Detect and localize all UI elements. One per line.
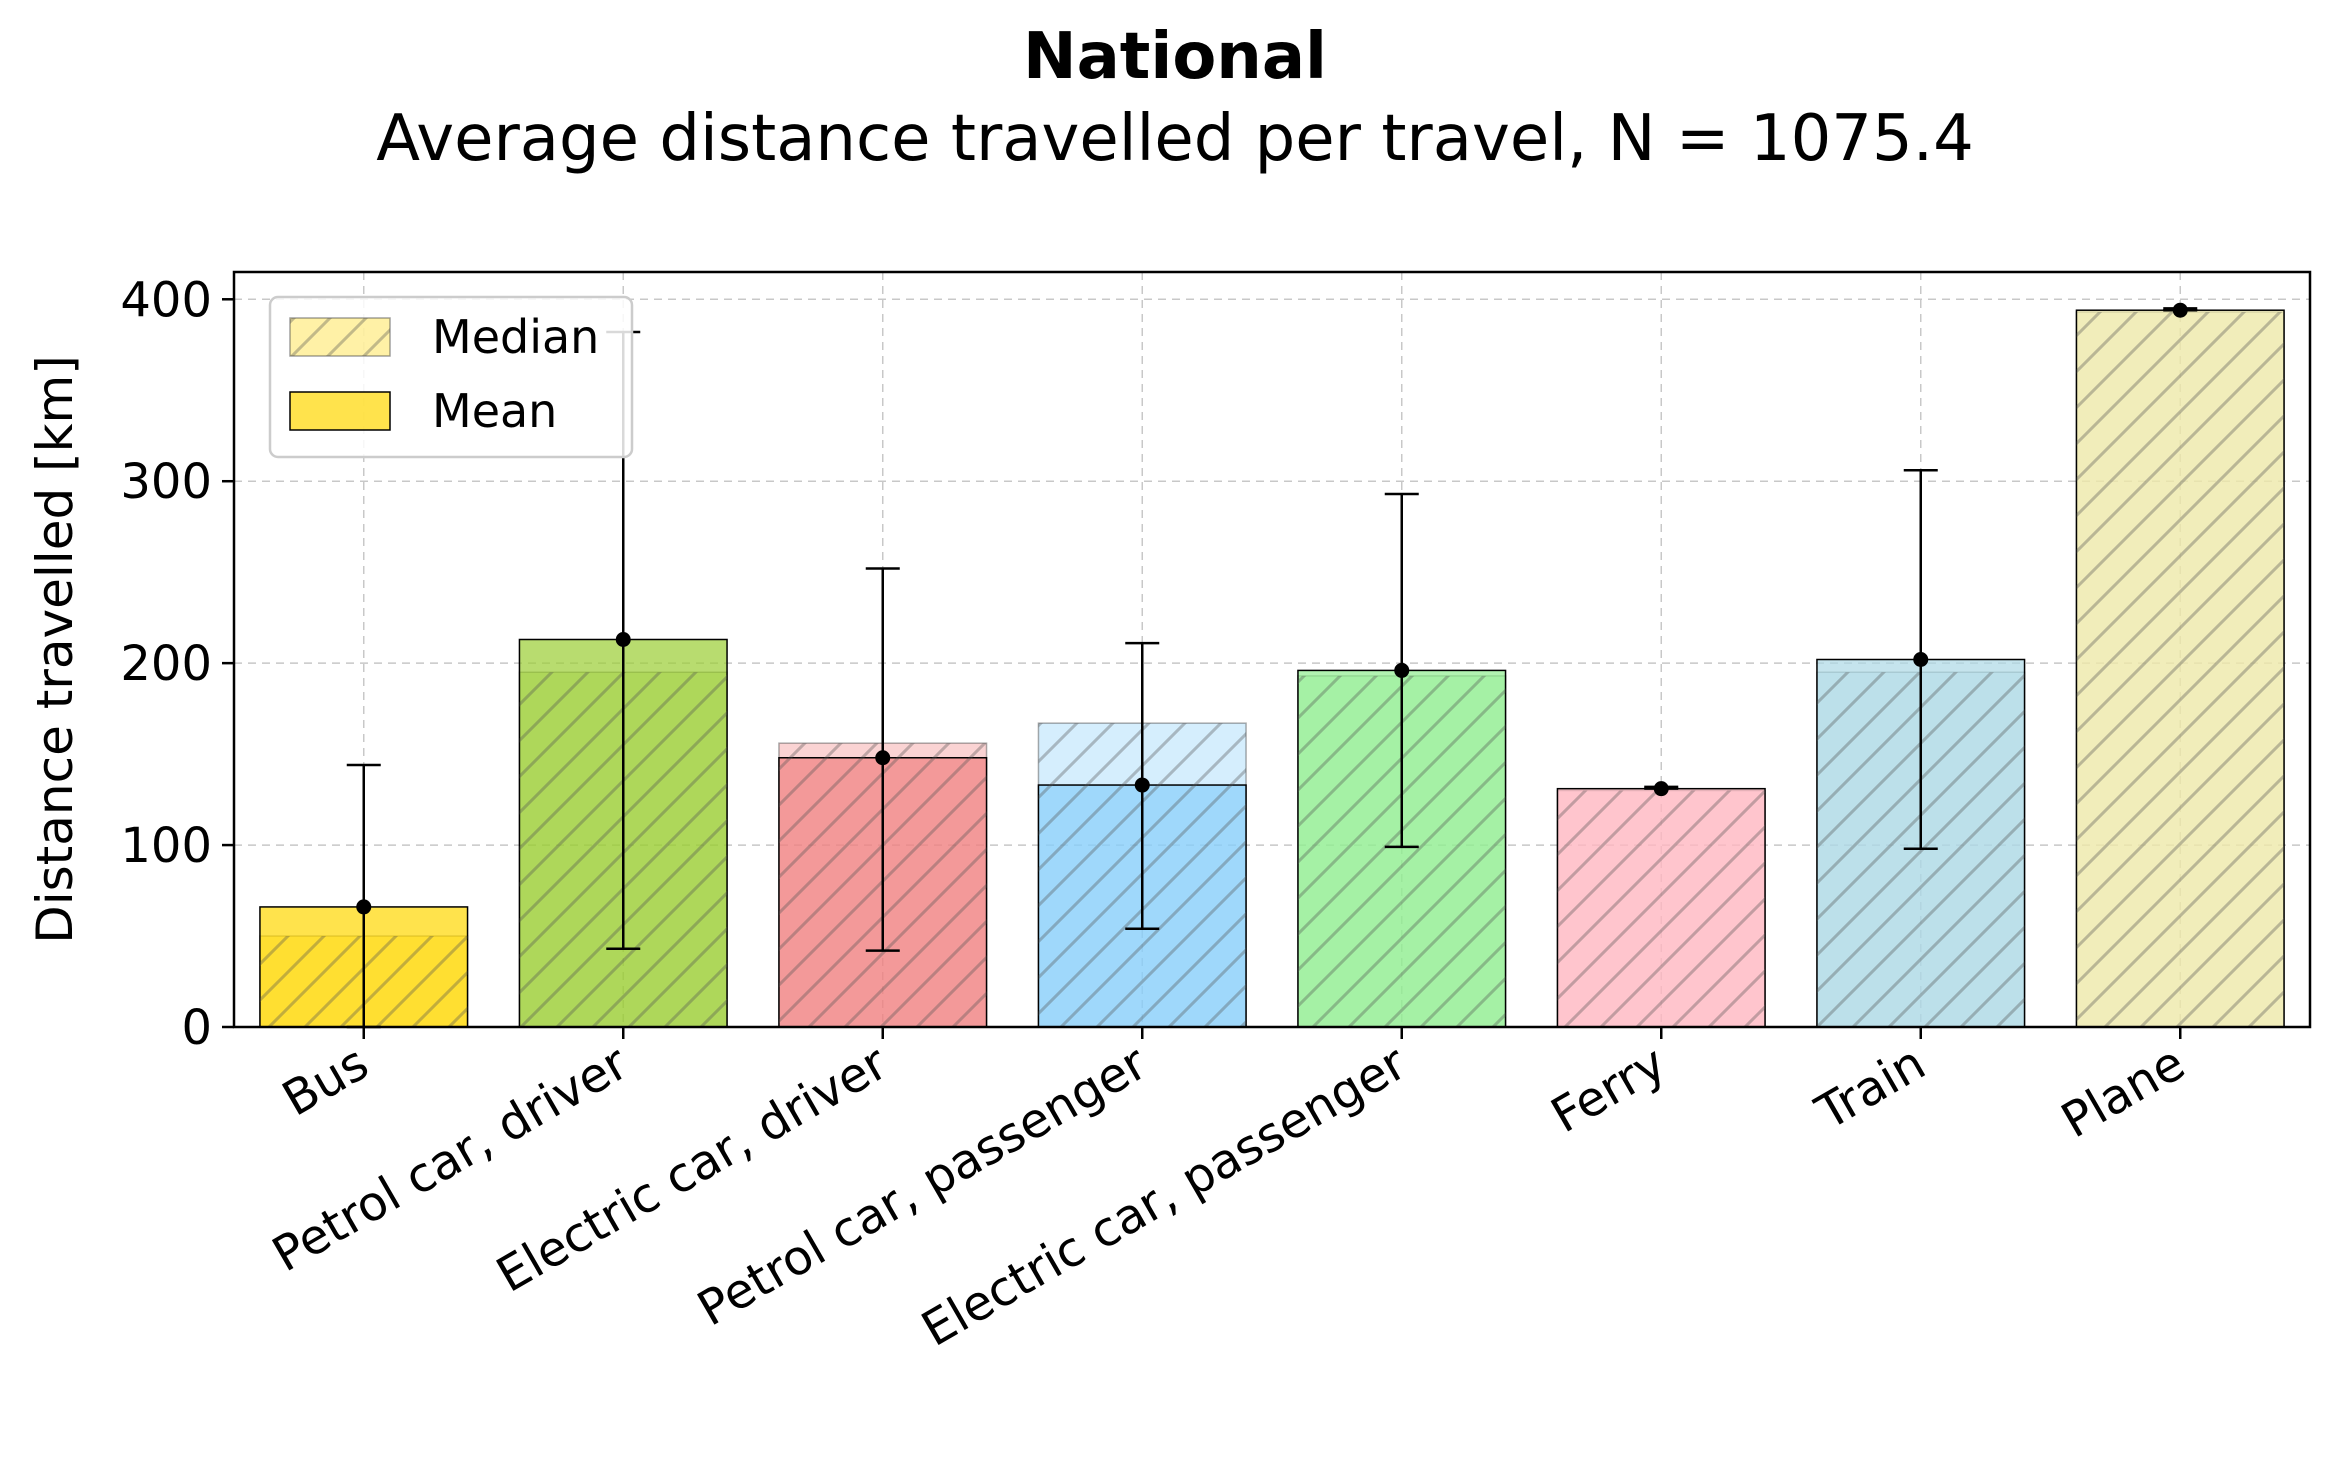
mean-point bbox=[1913, 652, 1929, 668]
plot-frame bbox=[232, 270, 2312, 1029]
y-tick-label: 100 bbox=[120, 818, 212, 874]
y-tick-label: 400 bbox=[120, 272, 212, 328]
chart-title: National bbox=[1023, 20, 1327, 94]
median-hatch bbox=[2076, 312, 2285, 1027]
chart-subtitle: Average distance travelled per travel, N… bbox=[376, 102, 1974, 176]
legend-mean-swatch bbox=[289, 391, 391, 431]
legend-mean-label: Mean bbox=[432, 384, 557, 438]
mean-point bbox=[356, 899, 372, 915]
median-hatch bbox=[1557, 790, 1766, 1027]
mean-point bbox=[1134, 777, 1150, 793]
mean-point bbox=[2172, 302, 2188, 318]
x-tick-label: Bus bbox=[273, 1035, 378, 1128]
y-tick-label: 300 bbox=[120, 454, 212, 510]
mean-point bbox=[1394, 662, 1410, 678]
x-tick-label: Electric car, passenger bbox=[913, 1035, 1416, 1358]
x-tick-label: Train bbox=[1806, 1035, 1935, 1142]
x-tick-label: Ferry bbox=[1542, 1035, 1675, 1144]
mean-point bbox=[1653, 781, 1669, 797]
y-axis: 0 100 200 300 400 bbox=[120, 272, 234, 1056]
legend: Median Mean bbox=[268, 295, 634, 459]
y-tick-label: 200 bbox=[120, 636, 212, 692]
legend-median-hatch bbox=[290, 318, 390, 356]
y-tick-label: 0 bbox=[181, 1000, 212, 1056]
mean-point bbox=[875, 750, 891, 766]
mean-point bbox=[615, 631, 631, 647]
legend-median-label: Median bbox=[432, 310, 599, 364]
x-tick-label: Petrol car, passenger bbox=[688, 1035, 1156, 1338]
y-axis-label: Distance travelled [km] bbox=[26, 355, 84, 944]
x-tick-label: Plane bbox=[2052, 1035, 2194, 1149]
